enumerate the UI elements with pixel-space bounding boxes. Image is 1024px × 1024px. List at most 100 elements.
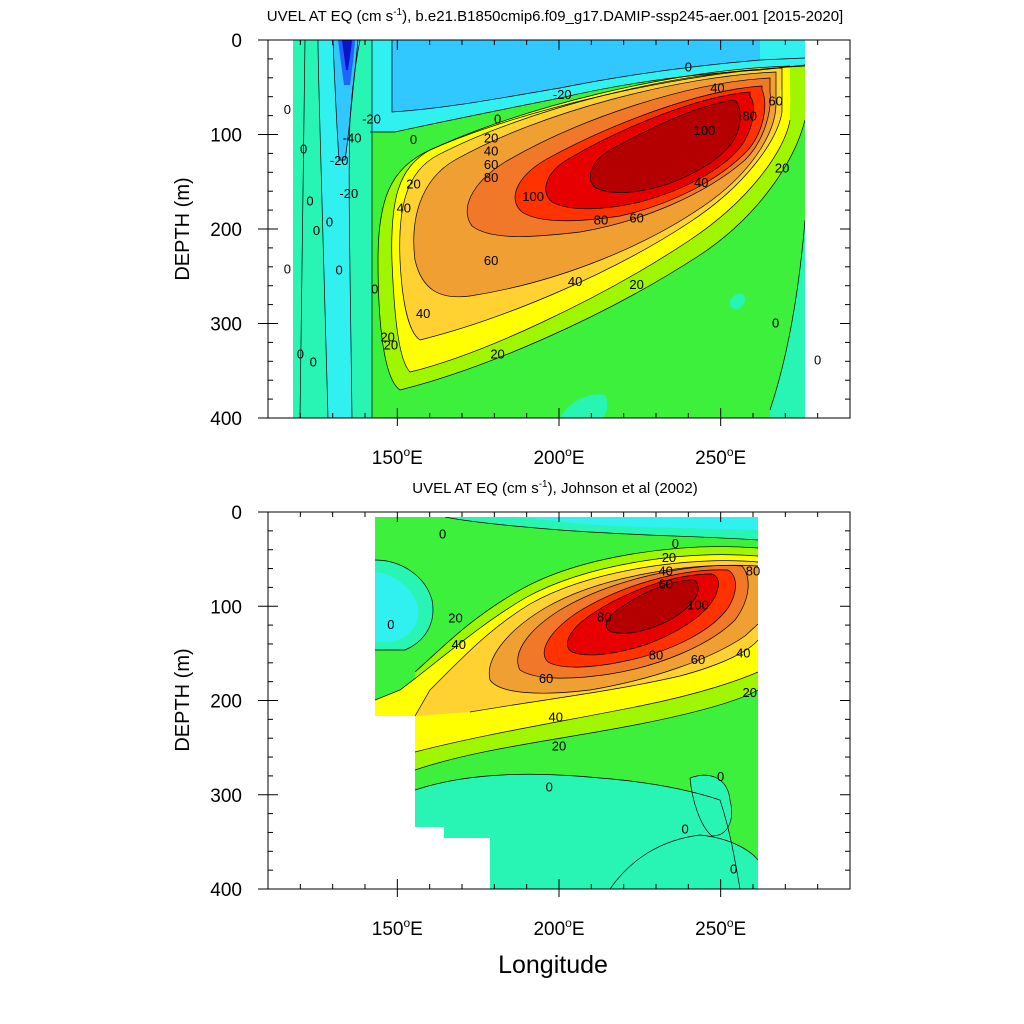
y-tick-label: 200: [210, 220, 242, 241]
euc-core: [606, 579, 699, 634]
x-tick-label: 150oE: [372, 445, 423, 469]
contour-label: 40: [484, 144, 498, 159]
contour-line: [466, 77, 771, 237]
eastern-surface-patch: [780, 88, 791, 107]
contour-line: [375, 554, 758, 701]
contour-label: 0: [336, 263, 343, 278]
contour-line: [370, 64, 805, 133]
contour-label: 0: [685, 59, 692, 74]
x-tick-label: 250oE: [695, 916, 746, 940]
contour-line: [609, 834, 758, 889]
contour-label: 20: [743, 685, 757, 700]
contour-label: 40: [694, 175, 708, 190]
surface-core-band: [520, 517, 758, 530]
contour-label: 0: [284, 262, 291, 277]
contour-label: -20: [330, 153, 349, 168]
x-tick-label: 250oE: [695, 445, 746, 469]
bottom-contour-field: [375, 517, 758, 889]
contour-label: 80: [597, 610, 611, 625]
contour-label: -20: [362, 111, 381, 126]
contour-label: -20: [339, 186, 358, 201]
contour-label: 0: [681, 822, 688, 837]
contour-label: 80: [484, 170, 498, 185]
top-contour-field: [293, 40, 805, 418]
contour-label: 40: [416, 306, 430, 321]
top-panel: UVEL AT EQ (cm s-1), b.e21.B1850cmip6.f0…: [172, 7, 851, 469]
west-patch-inner: [375, 572, 419, 642]
contour-line: [377, 65, 805, 391]
contour-label: 0: [439, 527, 446, 542]
contour-line: [769, 219, 805, 411]
contour-line: [399, 67, 783, 341]
contour-label: 60: [484, 253, 498, 268]
y-tick-label: 200: [210, 692, 242, 713]
y-tick-label: 0: [231, 31, 242, 52]
deep-band-patch: [560, 394, 608, 418]
contour-line: [332, 40, 359, 161]
contour-label: 40: [710, 80, 724, 95]
contour-label: 0: [300, 142, 307, 157]
euc-core: [590, 100, 741, 193]
contour-label: 0: [297, 347, 304, 362]
eastern-deep-patch: [690, 775, 732, 836]
contour-line: [391, 40, 805, 113]
contour-label: 60: [658, 577, 672, 592]
contour-label: 0: [313, 223, 320, 238]
contour-line: [414, 546, 758, 673]
contour-label: 20: [384, 337, 398, 352]
contour-line: [517, 565, 749, 679]
y-tick-label: 0: [231, 503, 242, 524]
bottom-y-axis-label: DEPTH (m): [172, 648, 194, 751]
surface-core-band: [380, 40, 760, 112]
contour-label: 40: [568, 274, 582, 289]
contour-label: 0: [672, 536, 679, 551]
contour-label: 0: [410, 132, 417, 147]
contour-label: 20: [490, 347, 504, 362]
contour-line: [391, 65, 791, 373]
contour-label: 100: [522, 189, 544, 204]
contour-label: 0: [546, 779, 553, 794]
contour-label: 100: [694, 123, 716, 138]
contour-label: 0: [310, 354, 317, 369]
contour-line: [689, 774, 732, 837]
contour-label: 0: [387, 617, 394, 632]
contour-line: [567, 573, 719, 656]
bottom-panel: UVEL AT EQ (cm s-1), Johnson et al (2002…: [172, 479, 851, 940]
contour-line: [543, 569, 736, 668]
contour-label: 20: [448, 611, 462, 626]
y-tick-label: 100: [210, 126, 242, 147]
deep-southeast-band: [610, 835, 758, 889]
contour-label: 60: [484, 157, 498, 172]
contour-label: 40: [549, 710, 563, 725]
contour-label: 60: [691, 652, 705, 667]
contour-line: [469, 639, 758, 713]
contour-label: 80: [649, 647, 663, 662]
contour-label: 40: [736, 645, 750, 660]
contour-label: 0: [730, 861, 737, 876]
contour-label: 100: [687, 597, 709, 612]
contour-label: 60: [768, 93, 782, 108]
eastern-deep-band: [770, 220, 805, 418]
contour-label: 0: [717, 769, 724, 784]
contour-label: 80: [594, 213, 608, 228]
bottom-panel-title: UVEL AT EQ (cm s-1), Johnson et al (2002…: [412, 479, 697, 497]
contour-line: [514, 85, 766, 222]
western-jet-max: [342, 40, 352, 70]
y-tick-label: 100: [210, 597, 242, 618]
contour-line: [545, 91, 754, 210]
contour-line: [375, 559, 434, 651]
contour-label: 0: [494, 111, 501, 126]
contour-label: 0: [371, 282, 378, 297]
contour-line: [589, 99, 741, 193]
contour-label: 20: [629, 277, 643, 292]
y-tick-label: 400: [210, 880, 242, 901]
contour-line: [414, 671, 758, 753]
contour-label: -40: [343, 130, 362, 145]
contour-label: 20: [775, 161, 789, 176]
contour-label: 20: [662, 550, 676, 565]
contour-label: 80: [743, 109, 757, 124]
contour-label: 40: [397, 200, 411, 215]
